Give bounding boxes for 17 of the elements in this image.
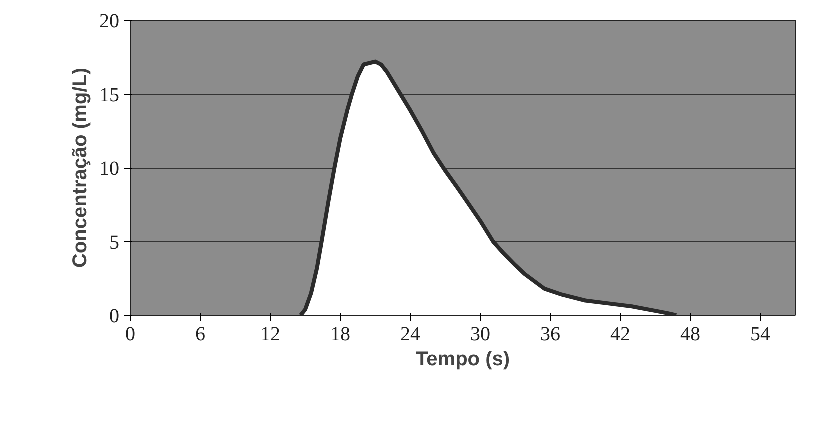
x-tick-label: 36 — [540, 324, 560, 346]
y-tick-label: 0 — [110, 306, 120, 328]
x-tick-label: 12 — [260, 324, 280, 346]
x-tick-label: 42 — [610, 324, 630, 346]
x-tick-label: 6 — [196, 324, 206, 346]
x-tick-label: 0 — [126, 324, 136, 346]
x-tick-label: 30 — [470, 324, 490, 346]
x-tick-label: 48 — [680, 324, 700, 346]
x-tick-label: 18 — [330, 324, 350, 346]
y-axis-title: Concentração (mg/L) — [70, 68, 92, 268]
y-tick-label: 10 — [100, 158, 120, 180]
x-tick-label: 54 — [750, 324, 770, 346]
y-tick-label: 15 — [100, 84, 120, 106]
x-tick-label: 24 — [400, 324, 420, 346]
y-tick-label: 20 — [100, 10, 120, 32]
y-tick-label: 5 — [110, 232, 120, 254]
x-axis-title: Tempo (s) — [416, 348, 510, 370]
